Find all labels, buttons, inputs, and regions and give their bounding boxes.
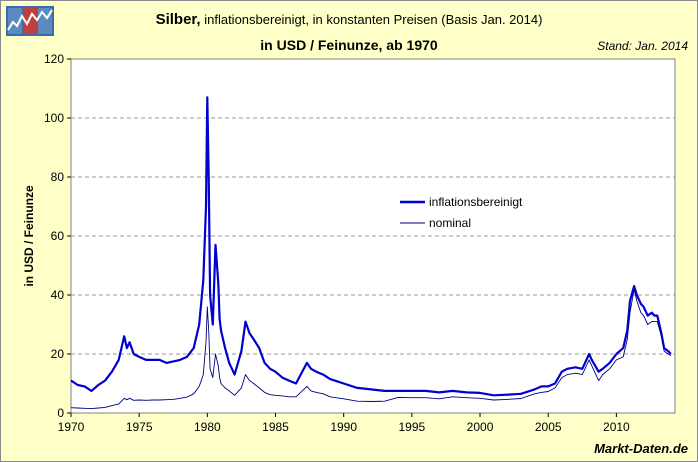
y-axis-label: in USD / Feinunze [22,185,36,287]
y-tick-label: 80 [51,170,65,184]
x-tick-label: 1975 [126,420,153,434]
x-tick-label: 1985 [262,420,289,434]
legend: inflationsbereinigt nominal [400,195,523,230]
x-tick-label: 1980 [194,420,221,434]
markt-daten-logo [6,6,54,36]
legend-label-inflationsbereinigt: inflationsbereinigt [429,195,523,209]
x-axis: 1970 1975 1980 1985 1990 1995 2000 2005 2010 [58,413,630,434]
y-tick-label: 20 [51,347,65,361]
y-tick-label: 40 [51,288,65,302]
chart-title: Silber, inflationsbereinigt, in konstant… [0,11,698,28]
x-tick-label: 2000 [467,420,494,434]
chart-title-main: Silber, [155,11,201,28]
y-tick-label: 0 [57,406,64,420]
series-line-inflationsbereinigt [70,96,672,397]
series-lines [70,96,672,410]
stand-date: Stand: Jan. 2014 [597,39,688,53]
x-tick-label: 1970 [58,420,85,434]
chart-subtitle: inflationsbereinigt, in konstanten Preis… [200,12,543,27]
y-tick-label: 120 [44,52,64,66]
x-tick-label: 1995 [399,420,426,434]
y-axis: 0 20 40 60 80 100 120 [44,52,71,420]
y-tick-label: 60 [51,229,65,243]
y-tick-label: 100 [44,111,64,125]
series-line-nominal [70,288,672,410]
chart-title-line2: in USD / Feinunze, ab 1970 [260,37,438,53]
x-tick-label: 2005 [535,420,562,434]
x-tick-label: 2010 [603,420,630,434]
x-tick-label: 1990 [330,420,357,434]
legend-label-nominal: nominal [429,216,471,230]
source-label: Markt-Daten.de [594,441,688,456]
gridlines [71,117,675,355]
